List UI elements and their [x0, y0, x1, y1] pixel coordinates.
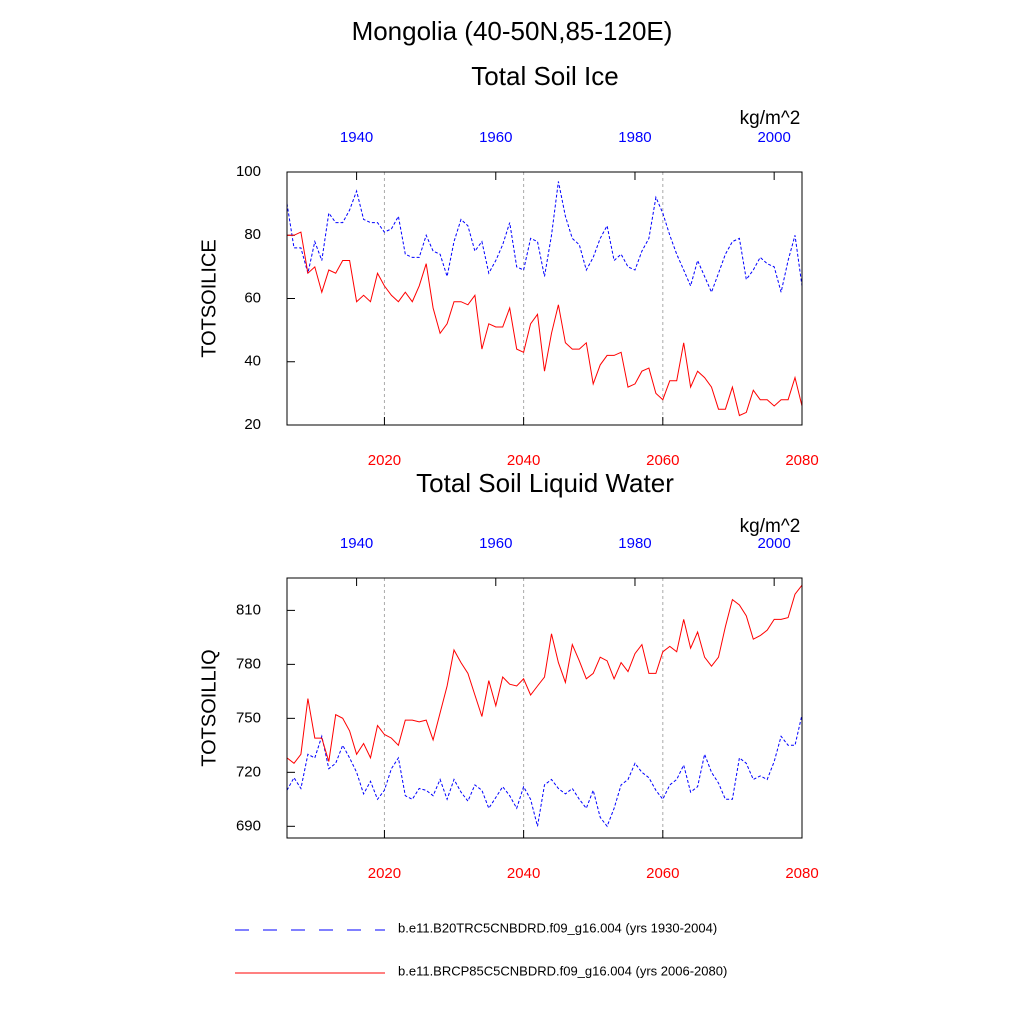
- legend-label: b.e11.B20TRC5CNBDRD.f09_g16.004 (yrs 193…: [398, 920, 717, 935]
- x-tick-label: 2080: [785, 865, 818, 882]
- x2-tick-label: 2000: [757, 129, 790, 146]
- x-tick-label: 2060: [646, 865, 679, 882]
- series-line: [286, 584, 803, 765]
- y-tick-label: 780: [236, 655, 261, 672]
- plot-frame: [286, 171, 803, 426]
- y-tick-label: 60: [244, 289, 261, 306]
- x-tick-label: 2040: [507, 452, 540, 469]
- y-axis-label: TOTSOILICE: [198, 239, 220, 358]
- y-tick-label: 80: [244, 226, 261, 243]
- x-tick-label: 2020: [368, 452, 401, 469]
- y-axis-label: TOTSOILLIQ: [198, 649, 220, 766]
- x2-tick-label: 2000: [757, 535, 790, 552]
- x2-tick-label: 1940: [340, 535, 373, 552]
- units-label: kg/m^2: [740, 108, 801, 129]
- legend-label: b.e11.BRCP85C5CNBDRD.f09_g16.004 (yrs 20…: [398, 963, 727, 978]
- x-tick-label: 2080: [785, 452, 818, 469]
- y-tick-label: 100: [236, 163, 261, 180]
- x-tick-label: 2060: [646, 452, 679, 469]
- series-line: [287, 231, 803, 417]
- y-tick-label: 690: [236, 817, 261, 834]
- y-tick-label: 750: [236, 709, 261, 726]
- y-tick-label: 20: [244, 416, 261, 433]
- x2-tick-label: 1980: [618, 535, 651, 552]
- x2-tick-label: 1960: [479, 129, 512, 146]
- x2-tick-label: 1980: [618, 129, 651, 146]
- y-tick-label: 720: [236, 763, 261, 780]
- y-tick-label: 810: [236, 601, 261, 618]
- x-tick-label: 2020: [368, 865, 401, 882]
- chart-title: Total Soil Ice: [471, 61, 618, 91]
- series-line: [286, 181, 803, 294]
- chart-title: Total Soil Liquid Water: [416, 468, 674, 498]
- plot-frame: [286, 577, 803, 839]
- main-title: Mongolia (40-50N,85-120E): [352, 16, 673, 46]
- x-tick-label: 2040: [507, 865, 540, 882]
- x2-tick-label: 1940: [340, 129, 373, 146]
- units-label: kg/m^2: [740, 516, 801, 537]
- x2-tick-label: 1960: [479, 535, 512, 552]
- y-tick-label: 40: [244, 353, 261, 370]
- series-line: [286, 714, 803, 828]
